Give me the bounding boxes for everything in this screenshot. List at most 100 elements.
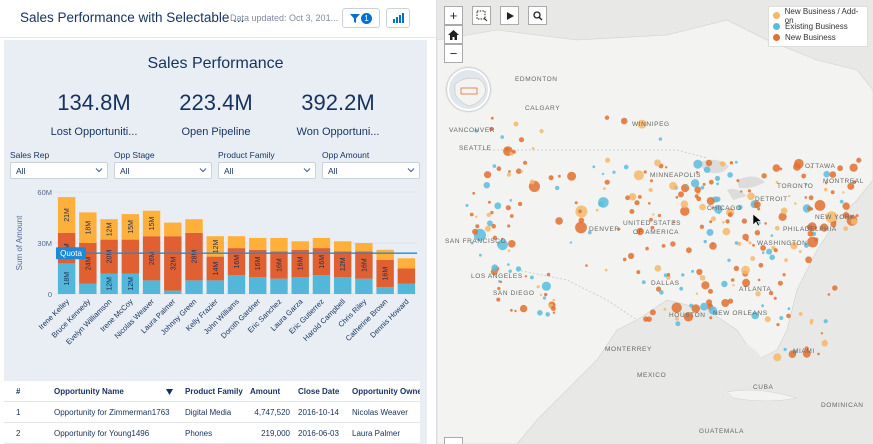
opportunity-marker[interactable] (727, 258, 731, 262)
opportunity-marker[interactable] (650, 225, 655, 230)
opportunity-marker[interactable] (761, 304, 764, 308)
opportunity-marker[interactable] (699, 224, 705, 229)
opportunity-marker[interactable] (508, 170, 511, 173)
opportunity-marker[interactable] (813, 226, 818, 230)
opportunity-marker[interactable] (722, 227, 731, 236)
opportunity-marker[interactable] (769, 254, 775, 261)
column-header[interactable]: Close Date (298, 387, 340, 396)
opportunity-marker[interactable] (834, 220, 837, 224)
opportunity-marker[interactable] (727, 212, 733, 218)
opportunity-marker[interactable] (830, 190, 835, 195)
opportunity-marker[interactable] (637, 195, 642, 199)
opportunity-marker[interactable] (766, 248, 773, 255)
opportunity-marker[interactable] (773, 353, 782, 362)
opportunity-marker[interactable] (782, 273, 786, 277)
opportunity-marker[interactable] (820, 332, 824, 335)
opportunity-marker[interactable] (542, 296, 547, 300)
opportunity-marker[interactable] (790, 242, 798, 250)
opportunity-marker[interactable] (709, 242, 717, 250)
opportunity-marker[interactable] (852, 180, 857, 185)
map-canvas[interactable] (437, 0, 873, 444)
opportunity-marker[interactable] (497, 239, 508, 251)
opportunity-marker[interactable] (510, 308, 513, 312)
opportunity-marker[interactable] (492, 235, 498, 240)
opportunity-marker[interactable] (706, 197, 715, 205)
opportunity-marker[interactable] (524, 275, 528, 278)
opportunity-marker[interactable] (529, 179, 535, 185)
opportunity-marker[interactable] (711, 206, 714, 210)
opportunity-marker[interactable] (657, 213, 661, 218)
opportunity-marker[interactable] (709, 316, 713, 320)
opportunity-marker[interactable] (625, 195, 630, 201)
column-header[interactable]: Opportunity Owne (352, 387, 420, 396)
opportunity-marker[interactable] (623, 164, 629, 170)
opportunity-marker[interactable] (757, 278, 761, 282)
opportunity-marker[interactable] (855, 214, 859, 218)
opportunity-marker[interactable] (504, 147, 510, 152)
opportunity-marker[interactable] (637, 119, 647, 129)
opportunity-marker[interactable] (508, 269, 512, 273)
opportunity-marker[interactable] (490, 116, 494, 120)
opportunity-marker[interactable] (823, 170, 830, 178)
opportunity-marker[interactable] (691, 269, 695, 273)
legend-item[interactable]: Existing Business (773, 21, 863, 32)
opportunity-marker[interactable] (517, 201, 523, 207)
opportunity-marker[interactable] (496, 166, 502, 171)
opportunity-marker[interactable] (601, 172, 605, 176)
opportunity-marker[interactable] (680, 200, 689, 208)
opportunity-marker[interactable] (699, 203, 706, 211)
opportunity-marker[interactable] (775, 180, 779, 184)
opportunity-marker[interactable] (661, 244, 666, 248)
opportunity-marker[interactable] (788, 350, 797, 359)
opportunity-marker[interactable] (545, 312, 550, 317)
opportunity-marker[interactable] (598, 197, 609, 208)
opportunity-marker[interactable] (516, 168, 522, 174)
opportunity-marker[interactable] (506, 172, 511, 177)
opportunity-marker[interactable] (823, 187, 828, 192)
opportunity-marker[interactable] (794, 202, 797, 205)
opportunity-marker[interactable] (708, 179, 714, 185)
opportunity-marker[interactable] (531, 147, 535, 150)
zoom-in-button[interactable]: + (444, 6, 463, 25)
opportunity-marker[interactable] (550, 306, 556, 311)
opportunity-marker[interactable] (727, 172, 733, 178)
opportunity-marker[interactable] (832, 285, 838, 291)
opportunity-marker[interactable] (716, 182, 719, 186)
opportunity-marker[interactable] (681, 273, 685, 277)
opportunity-marker[interactable] (605, 157, 611, 163)
opportunity-marker[interactable] (634, 200, 640, 206)
opportunity-marker[interactable] (842, 202, 850, 210)
opportunity-marker[interactable] (513, 121, 519, 127)
opportunity-marker[interactable] (675, 195, 679, 199)
opportunity-marker[interactable] (825, 182, 828, 185)
opportunity-marker[interactable] (475, 215, 478, 218)
opportunity-marker[interactable] (695, 171, 699, 174)
opportunity-marker[interactable] (604, 115, 610, 120)
opportunity-marker[interactable] (804, 346, 809, 351)
opportunity-marker[interactable] (512, 150, 516, 154)
opportunity-marker[interactable] (787, 307, 791, 311)
opportunity-marker[interactable] (713, 310, 718, 316)
opportunity-marker[interactable] (678, 191, 684, 198)
opportunity-marker[interactable] (520, 170, 524, 173)
opportunity-marker[interactable] (679, 286, 684, 291)
opportunity-marker[interactable] (820, 223, 829, 232)
opportunity-marker[interactable] (491, 264, 498, 272)
opportunity-marker[interactable] (793, 163, 801, 171)
box-select-button[interactable] (472, 6, 491, 25)
opportunity-marker[interactable] (742, 278, 751, 287)
opportunity-marker[interactable] (479, 253, 482, 257)
opportunity-marker[interactable] (665, 166, 668, 169)
legend-item[interactable]: New Business (773, 32, 863, 43)
opportunity-marker[interactable] (780, 207, 788, 215)
opportunity-marker[interactable] (788, 194, 791, 198)
opportunity-marker[interactable] (469, 212, 474, 217)
opportunity-marker[interactable] (721, 299, 730, 307)
opportunity-marker[interactable] (685, 184, 689, 187)
opportunity-marker[interactable] (648, 187, 653, 193)
opportunity-marker[interactable] (808, 195, 814, 201)
stacked-bar-chart[interactable]: Sum of Amount030M60M18M7M21MIrene Kelley… (4, 180, 427, 415)
opportunity-marker[interactable] (703, 166, 711, 173)
opportunity-marker[interactable] (690, 179, 700, 188)
opportunity-marker[interactable] (814, 237, 819, 242)
